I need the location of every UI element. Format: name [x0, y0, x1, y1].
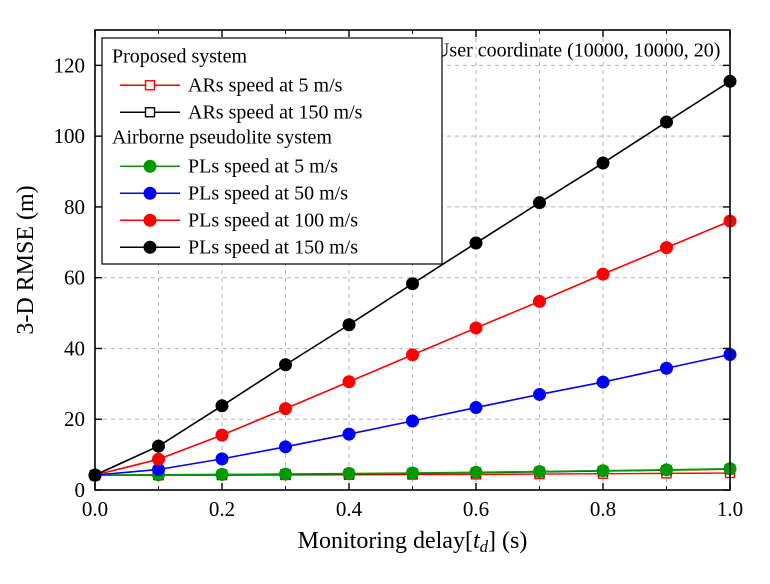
legend-heading: Airborne pseudolite system: [112, 126, 332, 148]
legend-label: PLs speed at 150 m/s: [188, 236, 358, 258]
chart-container: 0.0 0.2 0.4 0.6 0.8 1.0 0 20 40 60 80 100 120 Monitor…: [0, 0, 770, 584]
x-tick-label: 0.4: [336, 497, 363, 521]
y-tick-label: 0: [75, 478, 86, 502]
legend: Proposed system ARs speed at 5 m/s ARs spe…: [102, 38, 442, 264]
y-tick-label: 100: [54, 124, 86, 148]
legend-heading: Proposed system: [112, 45, 247, 67]
x-tick-label: 0.0: [82, 497, 108, 521]
y-tick-label: 120: [54, 53, 86, 77]
legend-label: PLs speed at 100 m/s: [188, 209, 358, 231]
legend-label: ARs speed at 150 m/s: [188, 101, 363, 123]
y-tick-label: 80: [64, 195, 85, 219]
x-tick-label: 0.2: [209, 497, 235, 521]
y-tick-label: 60: [64, 266, 85, 290]
y-tick-label: 40: [64, 336, 85, 360]
x-tick-label: 1.0: [717, 497, 743, 521]
x-axis-title: Monitoring delay[td] (s): [298, 528, 528, 556]
y-tick-label: 20: [64, 407, 85, 431]
legend-label: PLs speed at 50 m/s: [188, 182, 348, 204]
legend-label: PLs speed at 5 m/s: [188, 155, 338, 177]
x-tick-label: 0.6: [463, 497, 489, 521]
x-tick-label: 0.8: [590, 497, 616, 521]
y-axis-title: 3-D RMSE (m): [13, 185, 39, 334]
line-chart: 0.0 0.2 0.4 0.6 0.8 1.0 0 20 40 60 80 100 120 Monitor…: [0, 0, 770, 584]
annotation-text: User coordinate (10000, 10000, 20): [435, 40, 721, 62]
legend-label: ARs speed at 5 m/s: [188, 74, 343, 96]
